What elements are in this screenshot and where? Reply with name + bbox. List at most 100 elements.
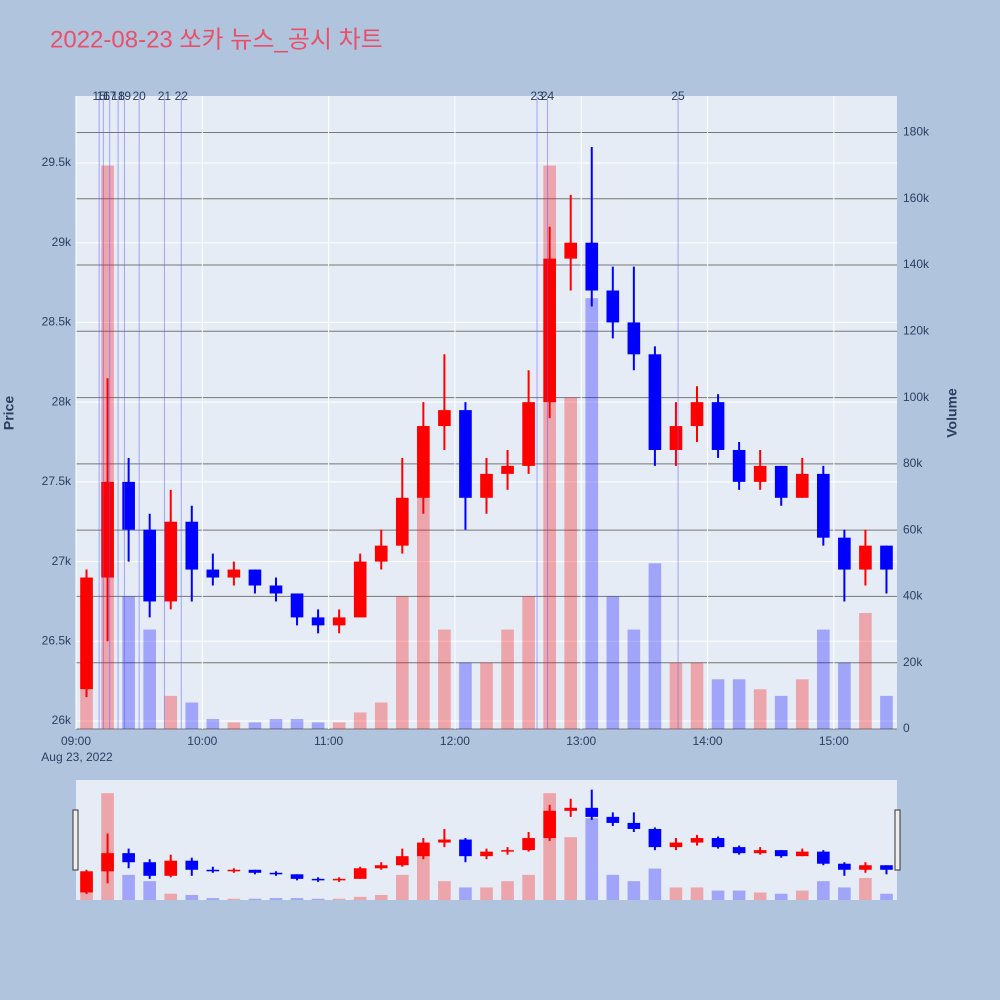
volume-bar [438,629,451,729]
volume-bar [311,722,325,729]
candle-body [227,569,241,578]
volume-bar [880,893,893,900]
candle-body [564,807,578,811]
volume-bar [501,629,514,729]
x-tick-label: 15:00 [819,734,849,748]
candle-body [711,838,725,848]
candle-body [311,617,325,626]
candle-body [290,593,304,618]
volume-bar [732,679,746,729]
candle-body [374,865,388,869]
event-label: 16 [97,89,111,103]
volume-bar [606,874,620,900]
candle-body [669,842,683,848]
volume-bar [480,887,493,900]
y2-tick-label: 60k [903,522,923,536]
range-handle[interactable] [894,809,901,871]
y2-tick-label: 120k [903,323,930,337]
event-label: 22 [175,89,189,103]
volume-bar [669,662,683,729]
candle-body [795,851,809,857]
event-label: 18 [111,89,125,103]
y-tick-label: 29.5k [42,155,72,169]
candle-body [480,851,493,857]
candle-body [459,410,472,498]
candle-body [859,545,872,570]
candle-body [669,426,683,450]
candle-body [880,545,893,570]
candle-body [585,807,599,817]
y-tick-label: 27k [52,554,72,568]
volume-bar [122,596,135,729]
volume-bar [774,695,788,729]
y-axis-title: Price [1,396,17,430]
event-label: 20 [132,89,146,103]
volume-bar [564,837,578,900]
volume-bar [606,596,620,729]
candle-body [627,822,641,829]
x-tick-label: 14:00 [693,734,723,748]
candle-body [332,878,346,881]
volume-bar [206,898,220,900]
candle-body [795,473,809,498]
candle-body [732,449,746,482]
candle-body [101,481,114,578]
candle-body [753,850,767,854]
candle-body [627,322,641,355]
event-label: 23 [530,89,544,103]
candle-body [564,242,578,259]
volume-bar [417,843,430,900]
candle-body [880,865,893,870]
y2-axis-title: Volume [944,388,960,438]
candle-body [648,828,662,848]
volume-bar [585,818,599,900]
volume-bar [585,298,599,729]
volume-bar [311,898,325,900]
y-tick-label: 28k [52,394,72,408]
x-date-label: Aug 23, 2022 [41,750,113,764]
event-label: 17 [103,89,117,103]
candle-body [122,481,135,530]
candle-body [269,585,283,594]
volume-bar [711,890,725,900]
range-slider[interactable] [76,780,897,900]
range-handle[interactable] [72,809,79,871]
volume-bar [374,894,388,900]
candle-body [543,810,556,839]
candle-body [206,869,220,872]
candle-body [459,839,472,857]
volume-bar [648,563,662,729]
volume-bar [459,887,472,900]
candle-body [80,871,93,893]
event-label: 21 [158,89,172,103]
volume-bar [564,397,578,729]
candle-body [817,851,830,864]
volume-bar [143,881,156,900]
y2-tick-label: 0 [903,721,910,735]
event-label: 19 [118,89,132,103]
candle-body [269,872,283,875]
volume-bar [880,695,893,729]
candle-body [838,863,851,870]
y-tick-label: 26k [52,713,72,727]
volume-bar [185,894,199,900]
volume-bar [774,893,788,900]
candle-body [648,354,662,450]
y2-tick-label: 160k [903,191,930,205]
candle-body [311,878,325,881]
candle-body [206,569,220,578]
event-label: 24 [541,89,555,103]
volume-bar [353,712,367,729]
volume-bar [795,890,809,900]
volume-bar [332,722,346,729]
candle-body [711,402,725,450]
x-tick-label: 10:00 [187,734,217,748]
y2-tick-label: 80k [903,456,923,470]
volume-bar [753,689,767,729]
volume-bar [185,702,199,729]
volume-bar [522,596,535,729]
volume-bar [522,874,535,900]
candle-body [353,561,367,618]
volume-bar [290,898,304,900]
